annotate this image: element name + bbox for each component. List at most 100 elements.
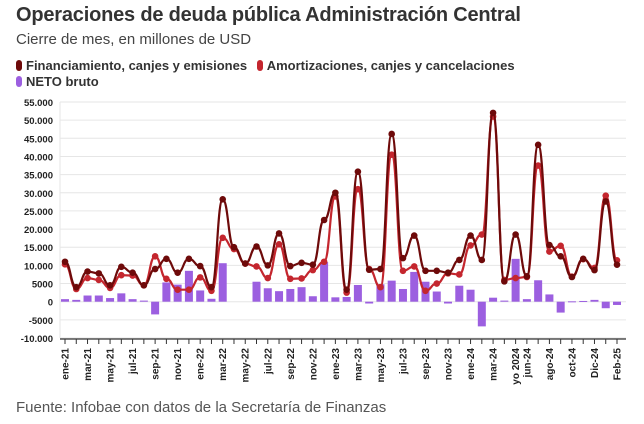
data-point[interactable] bbox=[151, 253, 159, 260]
neto-bar[interactable] bbox=[601, 301, 610, 309]
neto-bar[interactable] bbox=[522, 299, 531, 302]
data-point[interactable] bbox=[84, 274, 91, 282]
data-point[interactable] bbox=[185, 286, 193, 294]
data-point[interactable] bbox=[219, 196, 227, 203]
data-point[interactable] bbox=[365, 266, 373, 274]
data-point[interactable] bbox=[602, 198, 610, 205]
neto-bar[interactable] bbox=[331, 297, 340, 302]
neto-bar[interactable] bbox=[556, 301, 565, 313]
data-point[interactable] bbox=[287, 275, 294, 283]
data-point[interactable] bbox=[287, 262, 294, 270]
data-point[interactable] bbox=[95, 276, 103, 284]
data-point[interactable] bbox=[399, 254, 407, 262]
data-point[interactable] bbox=[140, 282, 148, 289]
data-point[interactable] bbox=[377, 283, 384, 291]
data-point[interactable] bbox=[332, 189, 339, 197]
data-point[interactable] bbox=[106, 282, 114, 289]
data-point[interactable] bbox=[422, 267, 429, 275]
data-point[interactable] bbox=[196, 262, 204, 270]
data-point[interactable] bbox=[546, 241, 553, 249]
neto-bar[interactable] bbox=[342, 296, 351, 302]
legend-item-neto[interactable]: NETO bruto bbox=[16, 74, 99, 89]
neto-bar[interactable] bbox=[252, 281, 261, 302]
neto-bar[interactable] bbox=[545, 294, 554, 302]
data-point[interactable] bbox=[61, 258, 69, 266]
neto-bar[interactable] bbox=[387, 280, 396, 302]
data-point[interactable] bbox=[467, 242, 474, 249]
data-point[interactable] bbox=[568, 273, 576, 281]
data-point[interactable] bbox=[275, 241, 283, 248]
data-point[interactable] bbox=[557, 242, 564, 250]
data-point[interactable] bbox=[253, 263, 260, 270]
data-point[interactable] bbox=[72, 283, 80, 291]
neto-bar[interactable] bbox=[567, 301, 576, 303]
data-point[interactable] bbox=[613, 261, 621, 268]
neto-bar[interactable] bbox=[590, 299, 599, 302]
data-point[interactable] bbox=[275, 230, 283, 237]
data-point[interactable] bbox=[129, 269, 136, 276]
data-point[interactable] bbox=[388, 130, 395, 138]
neto-bar[interactable] bbox=[489, 297, 498, 302]
data-point[interactable] bbox=[433, 280, 441, 287]
data-point[interactable] bbox=[410, 232, 418, 239]
data-point[interactable] bbox=[264, 274, 272, 282]
data-point[interactable] bbox=[354, 185, 362, 193]
data-point[interactable] bbox=[309, 266, 317, 274]
neto-bar[interactable] bbox=[218, 263, 227, 302]
neto-bar[interactable] bbox=[151, 301, 160, 315]
data-point[interactable] bbox=[478, 231, 486, 238]
data-point[interactable] bbox=[320, 216, 328, 224]
data-point[interactable] bbox=[84, 268, 91, 275]
data-point[interactable] bbox=[377, 265, 384, 273]
data-point[interactable] bbox=[298, 259, 305, 267]
data-point[interactable] bbox=[591, 266, 598, 274]
neto-bar[interactable] bbox=[106, 298, 115, 302]
data-point[interactable] bbox=[455, 256, 463, 264]
neto-bar[interactable] bbox=[196, 290, 205, 302]
neto-bar[interactable] bbox=[117, 293, 126, 302]
neto-bar[interactable] bbox=[466, 289, 475, 302]
data-point[interactable] bbox=[163, 255, 170, 263]
data-point[interactable] bbox=[399, 267, 407, 275]
data-point[interactable] bbox=[444, 269, 452, 276]
neto-bar[interactable] bbox=[297, 287, 306, 302]
neto-bar[interactable] bbox=[94, 295, 103, 302]
data-point[interactable] bbox=[467, 232, 474, 239]
data-point[interactable] bbox=[433, 267, 441, 275]
data-point[interactable] bbox=[354, 168, 362, 176]
data-point[interactable] bbox=[546, 248, 553, 255]
data-point[interactable] bbox=[512, 274, 519, 282]
neto-bar[interactable] bbox=[376, 284, 385, 302]
data-point[interactable] bbox=[410, 263, 418, 270]
neto-bar[interactable] bbox=[162, 282, 171, 302]
neto-bar[interactable] bbox=[432, 291, 441, 302]
neto-bar[interactable] bbox=[263, 288, 272, 302]
data-point[interactable] bbox=[264, 262, 272, 269]
neto-bar[interactable] bbox=[579, 300, 588, 302]
neto-bar[interactable] bbox=[455, 285, 464, 302]
data-point[interactable] bbox=[534, 162, 542, 169]
data-point[interactable] bbox=[219, 234, 227, 242]
data-point[interactable] bbox=[196, 274, 204, 281]
data-point[interactable] bbox=[185, 255, 193, 263]
neto-bar[interactable] bbox=[353, 284, 362, 302]
neto-bar[interactable] bbox=[477, 301, 486, 327]
data-point[interactable] bbox=[151, 265, 159, 273]
data-point[interactable] bbox=[579, 255, 587, 263]
neto-bar[interactable] bbox=[613, 301, 621, 305]
neto-bar[interactable] bbox=[286, 288, 295, 302]
neto-bar[interactable] bbox=[83, 295, 92, 302]
data-point[interactable] bbox=[253, 243, 260, 250]
data-point[interactable] bbox=[163, 275, 170, 283]
data-point[interactable] bbox=[388, 151, 395, 158]
neto-bar[interactable] bbox=[398, 288, 407, 302]
legend-item-amortizaciones[interactable]: Amortizaciones, canjes y cancelaciones bbox=[256, 58, 515, 73]
data-point[interactable] bbox=[298, 275, 305, 282]
data-point[interactable] bbox=[230, 243, 238, 251]
data-point[interactable] bbox=[309, 261, 317, 268]
data-point[interactable] bbox=[241, 260, 249, 267]
data-point[interactable] bbox=[118, 271, 125, 279]
neto-bar[interactable] bbox=[320, 262, 329, 302]
data-point[interactable] bbox=[557, 253, 564, 260]
data-point[interactable] bbox=[523, 272, 531, 280]
